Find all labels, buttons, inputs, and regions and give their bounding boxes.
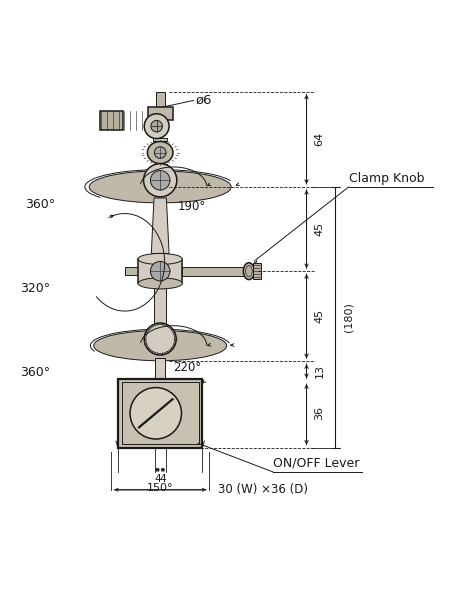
Text: 45: 45 <box>314 309 325 323</box>
Text: 64: 64 <box>314 132 325 146</box>
Ellipse shape <box>138 253 182 265</box>
Circle shape <box>154 147 166 158</box>
Text: 150°: 150° <box>147 483 173 493</box>
Ellipse shape <box>246 266 252 277</box>
Text: (180): (180) <box>343 302 353 332</box>
Text: 190°: 190° <box>178 200 206 213</box>
Text: 220°: 220° <box>173 361 202 374</box>
Ellipse shape <box>94 331 227 361</box>
Polygon shape <box>151 198 169 253</box>
Text: 4: 4 <box>159 474 166 484</box>
Circle shape <box>150 170 170 190</box>
Ellipse shape <box>243 263 255 280</box>
Text: 30 (W) ×36 (D): 30 (W) ×36 (D) <box>218 483 308 496</box>
Bar <box>100 110 123 130</box>
Circle shape <box>144 114 169 139</box>
Bar <box>182 267 247 275</box>
Text: 320°: 320° <box>21 283 51 295</box>
Text: ON/OFF Lever: ON/OFF Lever <box>273 457 360 470</box>
Bar <box>153 138 167 142</box>
Text: 13: 13 <box>314 364 325 378</box>
Circle shape <box>130 388 181 439</box>
Ellipse shape <box>147 142 173 164</box>
Bar <box>154 288 166 326</box>
Text: 4: 4 <box>154 474 161 484</box>
Bar <box>125 267 138 275</box>
Bar <box>122 382 199 444</box>
Bar <box>156 92 165 109</box>
Bar <box>153 164 167 167</box>
Text: 45: 45 <box>314 222 325 236</box>
Bar <box>253 263 261 279</box>
Text: Clamp Knob: Clamp Knob <box>349 172 424 185</box>
Ellipse shape <box>89 171 231 203</box>
Ellipse shape <box>144 323 176 355</box>
Text: 360°: 360° <box>25 198 55 211</box>
Text: 36: 36 <box>314 406 325 421</box>
Bar <box>148 107 172 121</box>
Ellipse shape <box>138 278 182 289</box>
Circle shape <box>151 121 163 132</box>
Bar <box>118 379 202 448</box>
Ellipse shape <box>144 164 177 197</box>
Bar <box>138 259 182 283</box>
Text: ø6: ø6 <box>196 94 212 107</box>
Text: 360°: 360° <box>21 366 51 379</box>
Circle shape <box>150 262 170 281</box>
Bar <box>155 358 165 379</box>
